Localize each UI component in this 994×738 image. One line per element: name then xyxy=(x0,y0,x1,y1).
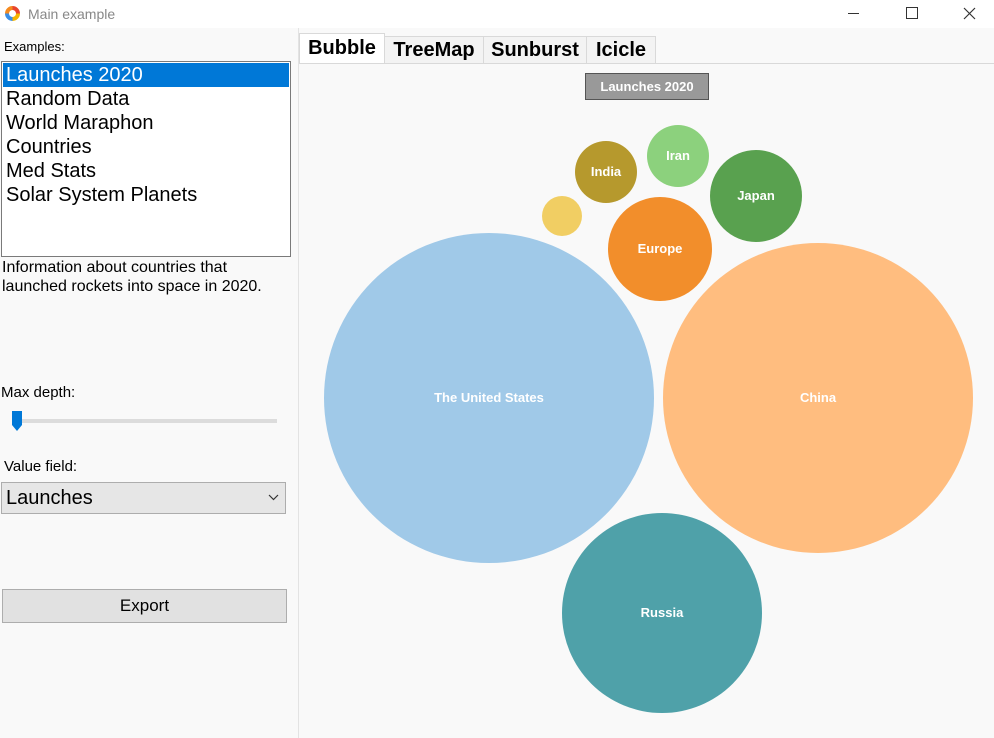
value-field-label: Value field: xyxy=(4,458,78,475)
list-item[interactable]: World Maraphon xyxy=(6,112,154,134)
list-item[interactable]: Solar System Planets xyxy=(6,184,198,206)
bubble-label: Japan xyxy=(737,188,775,203)
minimize-icon xyxy=(848,13,859,14)
tab-icicle[interactable]: Icicle xyxy=(586,36,656,63)
title-bar: Main example xyxy=(0,0,994,28)
sidebar: Examples: Launches 2020 Random Data Worl… xyxy=(0,28,298,738)
select-value: Launches xyxy=(6,487,93,509)
max-depth-label: Max depth: xyxy=(1,384,76,401)
tab-bubble[interactable]: Bubble xyxy=(299,33,385,64)
list-item[interactable]: Random Data xyxy=(6,88,130,110)
bubble[interactable] xyxy=(324,233,654,563)
chevron-down-icon xyxy=(268,494,279,501)
bubble[interactable] xyxy=(663,243,973,553)
maximize-button[interactable] xyxy=(888,0,934,28)
chart-title: Launches 2020 xyxy=(585,73,709,100)
example-description: Information about countries that launche… xyxy=(2,259,262,295)
bubble-label: China xyxy=(800,390,837,405)
tab-sunburst[interactable]: Sunburst xyxy=(483,36,587,63)
examples-listbox[interactable]: Launches 2020 Random Data World Maraphon… xyxy=(1,61,291,257)
bubble[interactable] xyxy=(575,141,637,203)
bubble[interactable] xyxy=(562,513,762,713)
bubble-label: India xyxy=(591,164,622,179)
bubble[interactable] xyxy=(710,150,802,242)
bubble[interactable] xyxy=(647,125,709,187)
minimize-button[interactable] xyxy=(830,0,876,28)
list-item[interactable]: Med Stats xyxy=(6,160,97,182)
window-title: Main example xyxy=(28,6,116,22)
list-item[interactable]: Launches 2020 xyxy=(3,63,289,87)
export-button[interactable]: Export xyxy=(2,589,287,623)
bubble[interactable] xyxy=(608,197,712,301)
bubble-label: The United States xyxy=(434,390,544,405)
bubble-label: Europe xyxy=(638,241,683,256)
examples-label: Examples: xyxy=(4,39,65,54)
max-depth-slider[interactable] xyxy=(12,419,277,423)
maximize-icon xyxy=(906,7,918,19)
tab-treemap[interactable]: TreeMap xyxy=(384,36,484,63)
close-button[interactable] xyxy=(946,0,992,28)
bubble-label: Iran xyxy=(666,148,690,163)
list-item[interactable]: Countries xyxy=(6,136,92,158)
value-field-select[interactable]: Launches xyxy=(1,482,286,514)
panel-divider xyxy=(298,28,299,738)
tab-underline xyxy=(299,63,994,64)
bubble-label: Russia xyxy=(641,605,684,620)
bubble[interactable] xyxy=(542,196,582,236)
app-icon xyxy=(5,6,20,21)
close-icon xyxy=(963,7,976,20)
slider-thumb[interactable] xyxy=(11,410,23,432)
